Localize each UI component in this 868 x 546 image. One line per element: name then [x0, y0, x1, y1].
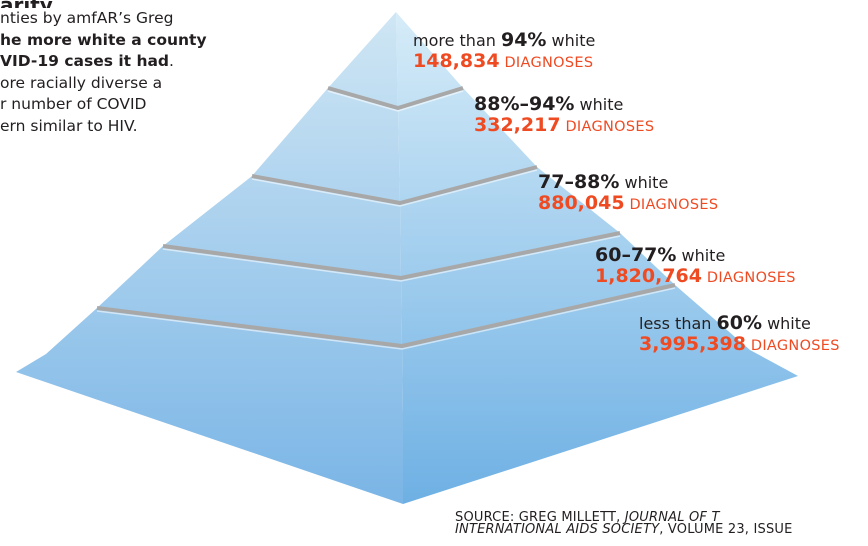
- tier-percent: 88%–94%: [474, 93, 575, 115]
- intro-line-4: ore racially diverse a: [0, 73, 163, 92]
- source-line-1-plain: SOURCE: GREG MILLETT,: [455, 510, 625, 525]
- tier-percent: 60%: [716, 312, 762, 334]
- tier-separator: [251, 165, 538, 205]
- tier-percent-suffix: white: [676, 246, 726, 265]
- source-line-1-italic: JOURNAL OF T: [624, 510, 720, 525]
- tier-label: 77–88% white 880,045 DIAGNOSES: [538, 172, 718, 216]
- intro-line-6: ern similar to HIV.: [0, 116, 138, 135]
- intro-line-3: VID-19 cases it had.: [0, 51, 260, 73]
- intro-line-2-bold: he more white a county: [0, 30, 207, 49]
- tier-separator-highlight: [251, 169, 538, 207]
- tier-diagnoses-value: 148,834: [413, 50, 500, 72]
- tier-percent-prefix: more than: [413, 31, 501, 50]
- tier-diagnoses-line: 3,995,398 DIAGNOSES: [639, 334, 840, 357]
- tier-percent-suffix: white: [574, 95, 624, 114]
- tier-percent-line: 77–88% white: [538, 172, 718, 193]
- tier-separator-highlight: [162, 235, 621, 282]
- tier-diagnoses-line: 148,834 DIAGNOSES: [413, 51, 595, 74]
- tier-diagnoses-unit: DIAGNOSES: [560, 119, 655, 135]
- tier-percent-suffix: white: [619, 173, 669, 192]
- tier-percent-line: 60–77% white: [595, 245, 796, 266]
- intro-line-2: he more white a county: [0, 30, 260, 52]
- tier-percent: 94%: [500, 29, 547, 51]
- tier-diagnoses-unit: DIAGNOSES: [701, 270, 796, 286]
- tier-separator-highlight: [327, 90, 464, 112]
- tier-label: less than 60% white 3,995,398 DIAGNOSES: [639, 313, 840, 357]
- source-note: SOURCE: GREG MILLETT, JOURNAL OF T INTER…: [455, 510, 793, 537]
- tier-label: 60–77% white 1,820,764 DIAGNOSES: [595, 245, 796, 289]
- tier-label: more than 94% white 148,834 DIAGNOSES: [413, 30, 595, 74]
- intro-line-3-bold: VID-19 cases it had: [0, 52, 170, 70]
- source-line-1: SOURCE: GREG MILLETT, JOURNAL OF T: [455, 510, 793, 525]
- tier-percent-prefix: less than: [639, 314, 717, 333]
- tier-separator: [96, 283, 676, 348]
- tier-diagnoses-value: 332,217: [474, 114, 561, 136]
- tier-percent: 77–88%: [538, 171, 620, 193]
- pyramid-left-face: [16, 12, 403, 504]
- tier-percent: 60–77%: [595, 244, 677, 266]
- tier-diagnoses-line: 332,217 DIAGNOSES: [474, 115, 654, 138]
- tier-separator-highlight: [96, 287, 676, 350]
- source-line-2: INTERNATIONAL AIDS SOCIETY, VOLUME 23, I…: [455, 522, 793, 537]
- tier-diagnoses-line: 880,045 DIAGNOSES: [538, 193, 718, 216]
- tier-diagnoses-unit: DIAGNOSES: [745, 338, 840, 354]
- tier-percent-suffix: white: [546, 31, 596, 50]
- tier-diagnoses-unit: DIAGNOSES: [499, 55, 594, 71]
- tier-separator: [327, 86, 464, 110]
- source-line-2-italic: INTERNATIONAL AIDS SOCIETY: [455, 522, 660, 537]
- intro-line-5: r number of COVID: [0, 95, 147, 113]
- tier-diagnoses-line: 1,820,764 DIAGNOSES: [595, 266, 796, 289]
- source-line-2-plain: , VOLUME 23, ISSUE: [659, 522, 793, 537]
- tier-diagnoses-unit: DIAGNOSES: [624, 197, 719, 213]
- intro-text: arity nties by amfAR’s Greg he more whit…: [0, 0, 260, 137]
- tier-separator: [162, 231, 621, 280]
- tier-percent-line: 88%–94% white: [474, 94, 654, 115]
- tier-percent-line: more than 94% white: [413, 30, 595, 51]
- intro-line-1: nties by amfAR’s Greg: [0, 9, 174, 27]
- pyramid-right-face: [396, 12, 798, 504]
- tier-percent-suffix: white: [761, 314, 811, 333]
- intro-heading: arity: [0, 0, 260, 8]
- tier-diagnoses-value: 1,820,764: [595, 265, 702, 287]
- tier-diagnoses-value: 3,995,398: [639, 333, 746, 355]
- tier-label: 88%–94% white 332,217 DIAGNOSES: [474, 94, 654, 138]
- tier-percent-line: less than 60% white: [639, 313, 840, 334]
- tier-diagnoses-value: 880,045: [538, 192, 625, 214]
- intro-line-3-tail: .: [169, 52, 174, 70]
